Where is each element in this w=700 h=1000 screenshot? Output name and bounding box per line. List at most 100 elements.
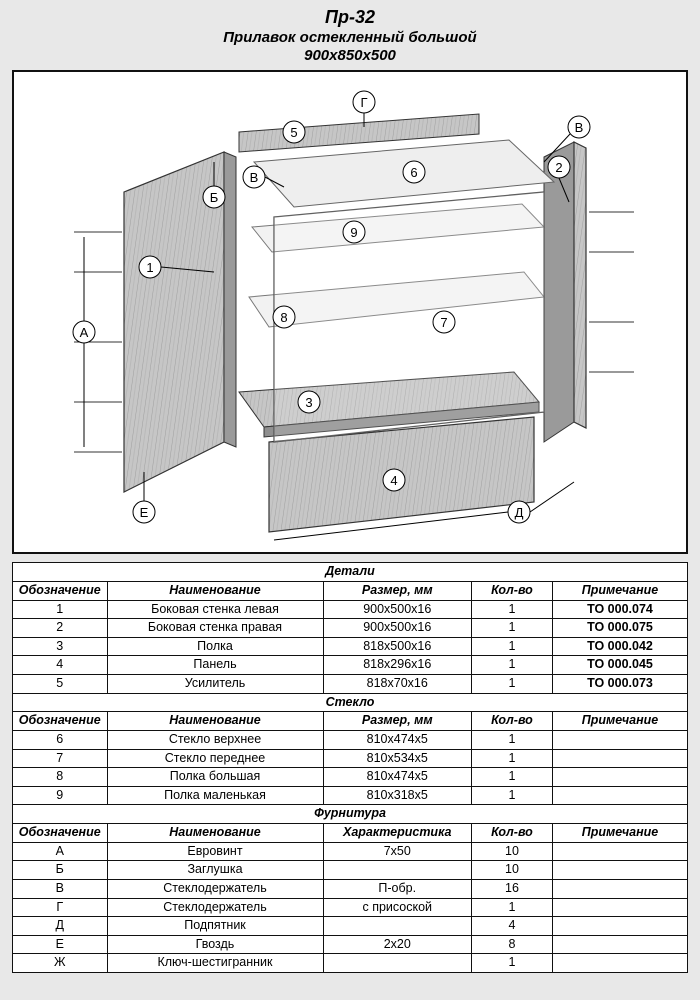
table-cell bbox=[553, 935, 688, 954]
table-cell: 4 bbox=[472, 917, 553, 936]
table-cell: ТО 000.074 bbox=[553, 600, 688, 619]
table-cell: 1 bbox=[472, 898, 553, 917]
table-cell: 4 bbox=[13, 656, 108, 675]
product-code: Пр-32 bbox=[12, 6, 688, 29]
column-header: Размер, мм bbox=[323, 581, 472, 600]
table-cell: 1 bbox=[472, 619, 553, 638]
spec-tables: ДеталиОбозначениеНаименованиеРазмер, ммК… bbox=[12, 562, 688, 973]
table-cell bbox=[323, 861, 472, 880]
svg-text:Е: Е bbox=[140, 505, 149, 520]
hardware-right bbox=[589, 212, 634, 372]
table-cell: 3 bbox=[13, 637, 108, 656]
table-cell: 5 bbox=[13, 675, 108, 694]
table-cell: Боковая стенка левая bbox=[107, 600, 323, 619]
table-cell: 10 bbox=[472, 861, 553, 880]
svg-text:В: В bbox=[250, 170, 259, 185]
table-cell: 1 bbox=[13, 600, 108, 619]
table-cell bbox=[553, 730, 688, 749]
column-header: Наименование bbox=[107, 581, 323, 600]
table-cell: ТО 000.075 bbox=[553, 619, 688, 638]
table-cell: 1 bbox=[472, 637, 553, 656]
column-header: Обозначение bbox=[13, 712, 108, 731]
table-cell: Подпятник bbox=[107, 917, 323, 936]
table-cell: П-обр. bbox=[323, 879, 472, 898]
table-cell: В bbox=[13, 879, 108, 898]
table-cell: Стеклодержатель bbox=[107, 879, 323, 898]
table-cell: 900х500х16 bbox=[323, 600, 472, 619]
table-cell: Усилитель bbox=[107, 675, 323, 694]
svg-text:5: 5 bbox=[290, 125, 297, 140]
table-cell: Полка маленькая bbox=[107, 786, 323, 805]
table-cell: Панель bbox=[107, 656, 323, 675]
table-cell: 10 bbox=[472, 842, 553, 861]
table-cell: Полка bbox=[107, 637, 323, 656]
table-cell: 810х474х5 bbox=[323, 768, 472, 787]
table-cell: 2 bbox=[13, 619, 108, 638]
column-header: Характеристика bbox=[323, 824, 472, 843]
table-cell: 810х318х5 bbox=[323, 786, 472, 805]
table-cell: 900х500х16 bbox=[323, 619, 472, 638]
table-cell: 1 bbox=[472, 749, 553, 768]
table-cell: 1 bbox=[472, 954, 553, 973]
table-cell: Б bbox=[13, 861, 108, 880]
table-cell: 818х296х16 bbox=[323, 656, 472, 675]
column-header: Наименование bbox=[107, 824, 323, 843]
table-cell: 8 bbox=[472, 935, 553, 954]
svg-text:1: 1 bbox=[146, 260, 153, 275]
table-cell bbox=[553, 768, 688, 787]
column-header: Обозначение bbox=[13, 824, 108, 843]
table-cell bbox=[553, 879, 688, 898]
column-header: Наименование bbox=[107, 712, 323, 731]
table-cell bbox=[323, 917, 472, 936]
section-title: Детали bbox=[13, 563, 688, 582]
svg-text:А: А bbox=[80, 325, 89, 340]
table-cell: 1 bbox=[472, 786, 553, 805]
column-header: Примечание bbox=[553, 712, 688, 731]
table-cell: ТО 000.073 bbox=[553, 675, 688, 694]
table-cell: Гвоздь bbox=[107, 935, 323, 954]
svg-text:Г: Г bbox=[360, 95, 367, 110]
svg-text:6: 6 bbox=[410, 165, 417, 180]
table-cell: 1 bbox=[472, 656, 553, 675]
column-header: Кол-во bbox=[472, 712, 553, 731]
table-cell: Ключ-шестигранник bbox=[107, 954, 323, 973]
svg-text:4: 4 bbox=[390, 473, 397, 488]
table-cell: Боковая стенка правая bbox=[107, 619, 323, 638]
table-cell: 1 bbox=[472, 730, 553, 749]
table-cell bbox=[323, 954, 472, 973]
table-cell bbox=[553, 954, 688, 973]
table-cell: 1 bbox=[472, 675, 553, 694]
table-cell: 1 bbox=[472, 768, 553, 787]
table-cell bbox=[553, 786, 688, 805]
column-header: Кол-во bbox=[472, 824, 553, 843]
table-cell: А bbox=[13, 842, 108, 861]
table-cell: Ж bbox=[13, 954, 108, 973]
table-cell: 6 bbox=[13, 730, 108, 749]
assembly-diagram: 1 2 3 4 5 6 7 8 9 А Б В В Г Д Е bbox=[12, 70, 688, 554]
table-cell: 818х500х16 bbox=[323, 637, 472, 656]
table-cell: 16 bbox=[472, 879, 553, 898]
table-cell: 2х20 bbox=[323, 935, 472, 954]
svg-text:9: 9 bbox=[350, 225, 357, 240]
section-title: Фурнитура bbox=[13, 805, 688, 824]
table-cell: Е bbox=[13, 935, 108, 954]
svg-text:Б: Б bbox=[210, 190, 219, 205]
column-header: Кол-во bbox=[472, 581, 553, 600]
column-header: Примечание bbox=[553, 581, 688, 600]
table-cell: 7 bbox=[13, 749, 108, 768]
table-cell bbox=[553, 861, 688, 880]
column-header: Обозначение bbox=[13, 581, 108, 600]
table-cell: Стекло верхнее bbox=[107, 730, 323, 749]
column-header: Примечание bbox=[553, 824, 688, 843]
product-name: Прилавок остекленный большой bbox=[12, 29, 688, 48]
table-cell: 810х474х5 bbox=[323, 730, 472, 749]
table-cell: 9 bbox=[13, 786, 108, 805]
svg-text:7: 7 bbox=[440, 315, 447, 330]
svg-text:8: 8 bbox=[280, 310, 287, 325]
section-title: Стекло bbox=[13, 693, 688, 712]
svg-text:3: 3 bbox=[305, 395, 312, 410]
table-cell: Стеклодержатель bbox=[107, 898, 323, 917]
table-cell: Стекло переднее bbox=[107, 749, 323, 768]
table-cell: 810х534х5 bbox=[323, 749, 472, 768]
column-header: Размер, мм bbox=[323, 712, 472, 731]
